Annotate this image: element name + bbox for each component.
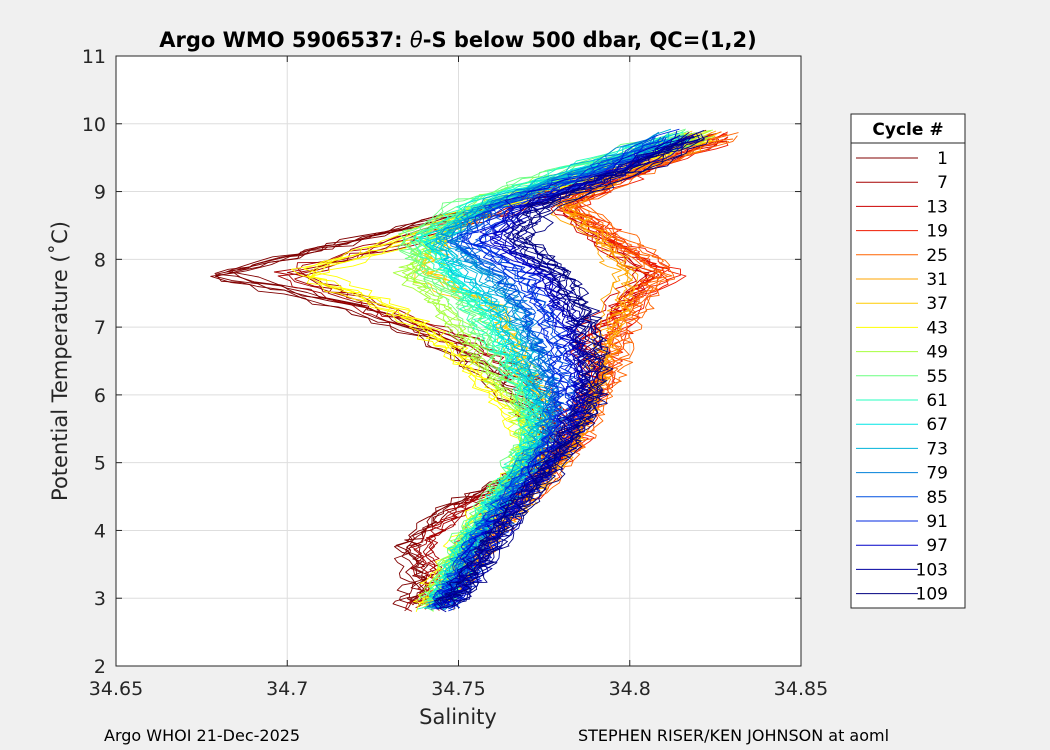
legend-label: 67 (926, 415, 948, 435)
legend-item: 73 (856, 439, 948, 459)
legend-item: 19 (856, 222, 948, 242)
profile-line (428, 134, 658, 606)
y-tick-label: 8 (94, 249, 106, 271)
y-tick-label: 7 (94, 317, 106, 339)
legend-label: 7 (937, 173, 948, 193)
y-tick-label: 11 (82, 46, 106, 68)
legend-label: 25 (926, 246, 948, 266)
legend-item: 79 (856, 464, 948, 484)
axis-ticks: 34.65 34.7 34.75 34.8 34.85 2 3 4 5 6 7 8 9 10 11 (82, 46, 828, 700)
profile-line (214, 139, 683, 609)
legend-item: 103 (856, 560, 948, 580)
series-cycle-109 (433, 131, 709, 609)
profile-line (437, 135, 716, 608)
legend-box (850, 113, 966, 609)
footer-left: Argo WHOI 21-Dec-2025 (104, 726, 301, 745)
legend-label: 49 (926, 343, 948, 363)
y-tick-label: 2 (94, 656, 106, 678)
series-group (210, 128, 739, 613)
profile-line (433, 134, 655, 605)
chart-title-suffix: -S below 500 dbar, QC=(1,2) (423, 28, 757, 52)
chart-title-theta: θ (410, 28, 423, 52)
legend: Cycle # 1 7 13 19 25 31 37 43 49 55 61 67 73 79 85 91 97… (850, 113, 966, 609)
legend-label: 37 (926, 294, 948, 314)
legend-label: 55 (926, 367, 948, 387)
legend-label: 73 (926, 439, 948, 459)
x-axis-label: Salinity (419, 705, 497, 729)
legend-label: 91 (926, 512, 948, 532)
legend-item: 7 (856, 173, 948, 193)
profile-line (432, 128, 680, 601)
profile-line (458, 133, 705, 603)
legend-label: 1 (937, 149, 948, 169)
legend-label: 19 (926, 222, 948, 242)
legend-label: 97 (926, 536, 948, 556)
chart-title-prefix: Argo WMO 5906537: (159, 28, 410, 52)
legend-label: 13 (926, 197, 948, 217)
footer-right: STEPHEN RISER/KEN JOHNSON at aoml (578, 726, 890, 745)
legend-item: 1 (856, 149, 948, 169)
legend-item: 13 (856, 197, 948, 217)
profile-line (456, 139, 709, 609)
legend-item: 67 (856, 415, 948, 435)
y-tick-label: 5 (94, 453, 106, 475)
legend-item: 25 (856, 246, 948, 266)
y-tick-label: 6 (94, 385, 106, 407)
y-tick-label: 4 (94, 520, 106, 542)
y-tick-label: 10 (82, 114, 106, 136)
legend-label: 79 (926, 464, 948, 484)
legend-item: 97 (856, 536, 948, 556)
legend-item: 55 (856, 367, 948, 387)
profile-line (436, 137, 695, 608)
profile-line (427, 136, 662, 608)
legend-label: 103 (916, 560, 948, 580)
legend-item: 49 (856, 343, 948, 363)
legend-title: Cycle # (872, 120, 943, 140)
profile-line (439, 131, 690, 604)
chart-title: Argo WMO 5906537: θ-S below 500 dbar, QC… (159, 28, 756, 52)
legend-item: 91 (856, 512, 948, 532)
profile-line (397, 128, 687, 601)
legend-label: 61 (926, 391, 948, 411)
legend-item: 31 (856, 270, 948, 290)
y-tick-label: 9 (94, 182, 106, 204)
profile-line (433, 134, 701, 607)
x-tick-label: 34.8 (609, 678, 651, 700)
x-tick-label: 34.75 (431, 678, 485, 700)
legend-label: 85 (926, 488, 948, 508)
x-tick-label: 34.7 (266, 678, 308, 700)
y-tick-label: 3 (94, 588, 106, 610)
legend-label: 109 (916, 585, 948, 605)
legend-label: 43 (926, 318, 948, 338)
profile-line (441, 130, 678, 603)
profile-line (445, 137, 705, 609)
profile-line (424, 139, 664, 609)
legend-item: 37 (856, 294, 948, 314)
legend-item: 85 (856, 488, 948, 508)
x-tick-label: 34.65 (89, 678, 143, 700)
y-axis-label: Potential Temperature (˚C) (48, 221, 72, 501)
legend-label: 31 (926, 270, 948, 290)
legend-item: 61 (856, 391, 948, 411)
legend-item: 109 (856, 585, 948, 605)
x-tick-label: 34.85 (774, 678, 828, 700)
profile-line (436, 136, 655, 605)
profile-line (226, 133, 694, 605)
legend-item: 43 (856, 318, 948, 338)
profile-line (414, 131, 684, 602)
